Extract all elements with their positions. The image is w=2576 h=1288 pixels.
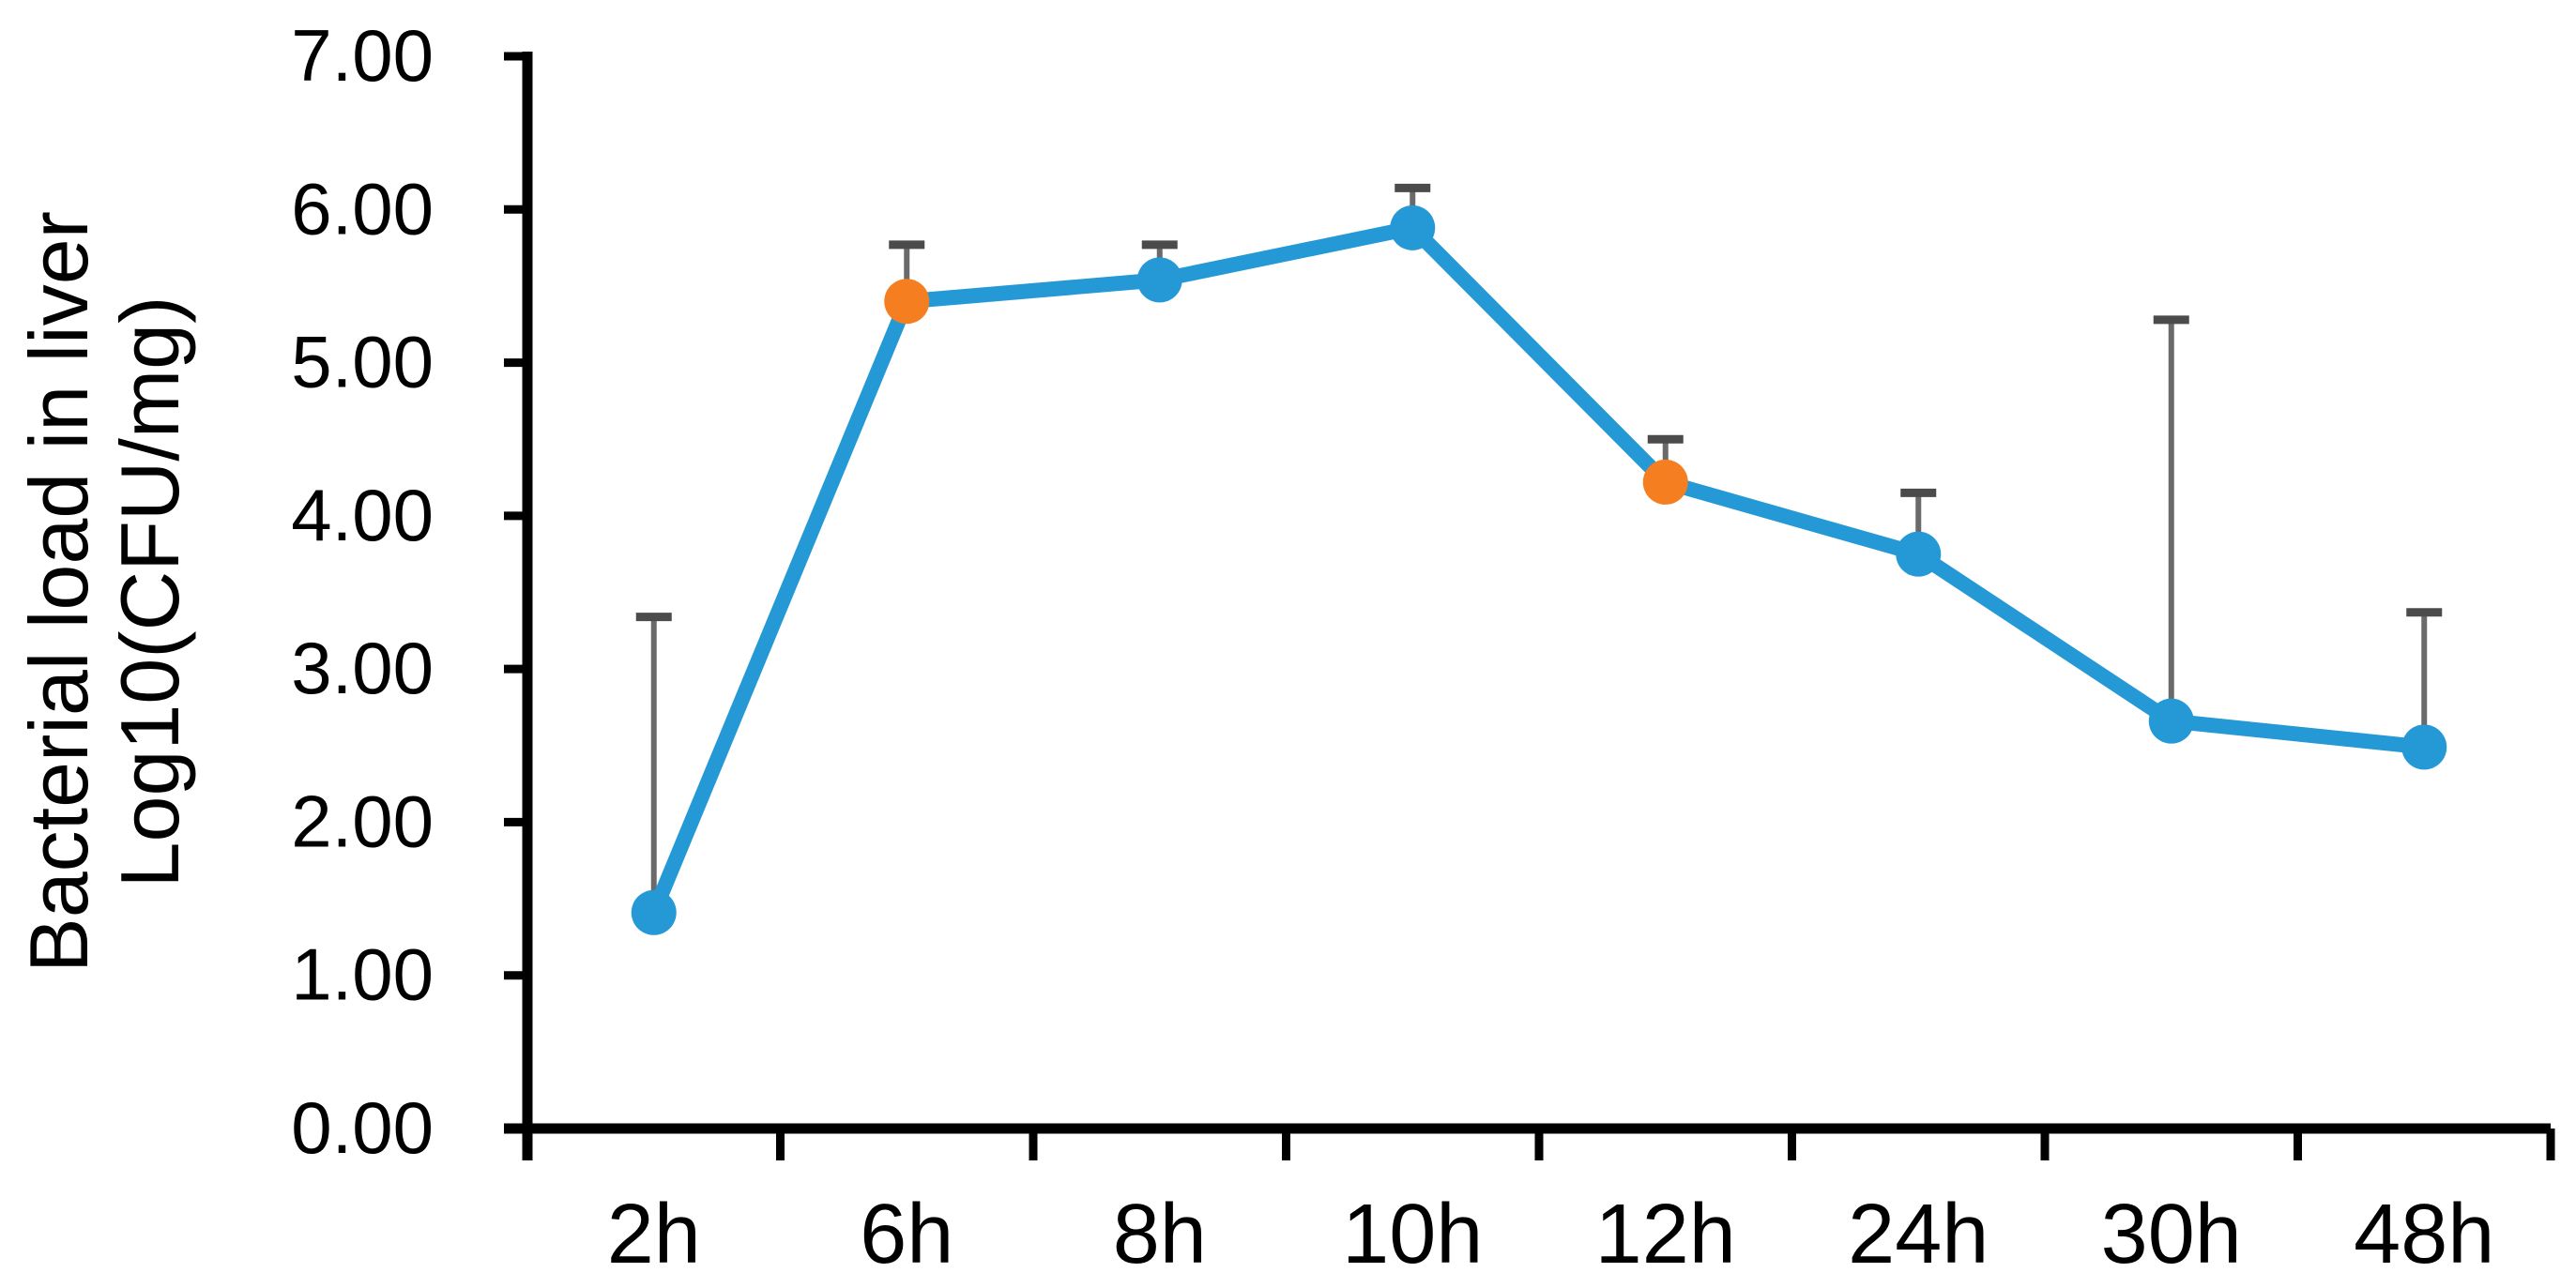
x-tick-label: 12h [1595, 1188, 1736, 1281]
y-axis-title-line1: Bacterial load in liver [12, 211, 105, 973]
y-tick-label: 0.00 [291, 1086, 434, 1169]
series-layer [631, 205, 2447, 935]
data-point-marker [884, 279, 930, 325]
y-tick-label: 3.00 [291, 627, 434, 709]
axes-layer [504, 52, 2555, 1160]
data-point-marker [1642, 459, 1688, 505]
labels-layer: 0.00 1.00 2.00 3.00 4.00 5.00 6.00 7.00 2h 6h 8h 10… [291, 14, 2494, 1281]
x-tick-label: 30h [2101, 1188, 2242, 1281]
y-tick-label: 4.00 [291, 474, 434, 556]
y-tick-label: 5.00 [291, 321, 434, 403]
data-point-marker [1390, 205, 1436, 250]
x-tick-label: 2h [607, 1188, 701, 1281]
y-tick-label: 7.00 [291, 14, 434, 97]
x-tick-label: 10h [1342, 1188, 1483, 1281]
y-tick-label: 1.00 [291, 933, 434, 1016]
y-axis-title-line2: Log10(CFU/mg) [103, 296, 196, 888]
data-point-marker [2401, 724, 2447, 770]
data-point-marker [1896, 531, 1942, 577]
data-point-marker [1136, 257, 1182, 303]
x-tick-label: 48h [2354, 1188, 2494, 1281]
x-tick-label: 6h [860, 1188, 953, 1281]
data-point-marker [2148, 698, 2194, 744]
y-tick-label: 6.00 [291, 167, 434, 250]
data-point-marker [631, 889, 677, 935]
series-line [646, 220, 2432, 920]
y-tick-label: 2.00 [291, 780, 434, 862]
x-tick-label: 24h [1848, 1188, 1989, 1281]
x-tick-label: 8h [1113, 1188, 1207, 1281]
